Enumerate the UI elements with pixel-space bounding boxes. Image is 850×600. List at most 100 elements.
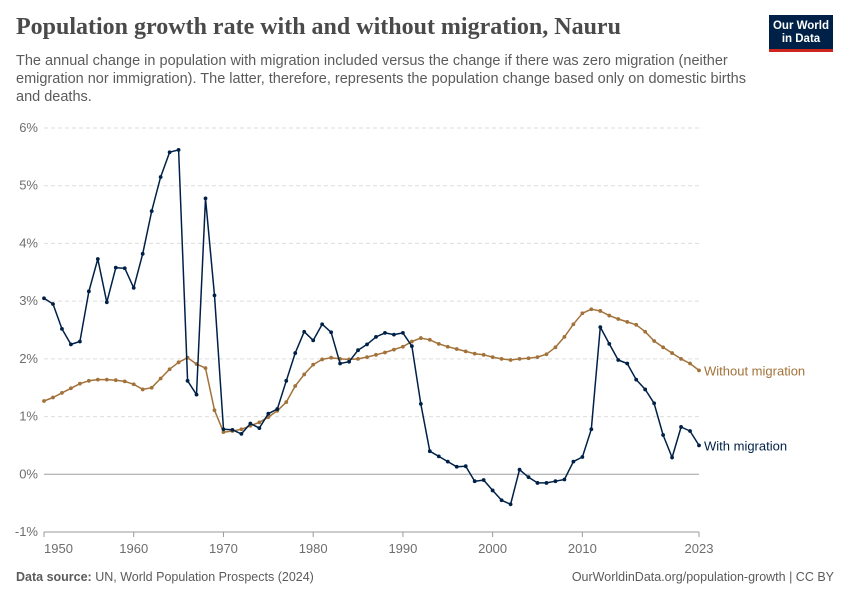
with-migration-point (553, 479, 558, 484)
source-link[interactable]: OurWorldinData.org/population-growth | C… (571, 570, 834, 584)
without-migration-point (77, 381, 82, 386)
with-migration-point (221, 427, 226, 432)
x-axis: 1950 1960 1970 1980 1990 2000 2010 2023 (43, 531, 714, 556)
with-migration-point (203, 196, 208, 201)
without-migration-point (140, 387, 145, 392)
without-migration-point (616, 317, 621, 321)
without-migration-point (42, 399, 46, 403)
with-migration-point (392, 332, 396, 337)
y-tick-label: 4% (19, 235, 38, 250)
without-migration-point (670, 351, 674, 355)
logo-line-2: in Data (781, 33, 821, 45)
without-migration-point (553, 345, 558, 350)
with-migration-point (697, 443, 701, 448)
with-migration-point (661, 433, 666, 437)
with-migration-point (409, 344, 414, 349)
with-migration-point (580, 455, 585, 459)
with-migration-point (149, 209, 154, 214)
without-migration-point (688, 361, 692, 366)
without-migration-point (69, 386, 73, 391)
data-source-label: Data source: (16, 570, 92, 584)
with-migration-point (257, 426, 262, 431)
with-migration-point (418, 401, 423, 406)
y-tick-label: 5% (19, 178, 38, 193)
with-migration-point (212, 293, 217, 298)
without-migration-point (356, 356, 360, 361)
with-migration-point (51, 302, 55, 306)
without-migration-point (392, 347, 396, 352)
y-tick-label: 2% (19, 351, 38, 366)
with-migration-point (508, 502, 513, 507)
with-migration-point (374, 335, 378, 339)
without-migration-point (212, 408, 217, 413)
without-migration-point (508, 358, 513, 362)
with-migration-point (185, 378, 190, 383)
with-migration-point (113, 265, 118, 270)
without-migration-point (589, 307, 594, 312)
with-migration-point (266, 411, 271, 416)
with-migration-point (140, 251, 145, 256)
logo-line-1: Our World (772, 20, 829, 32)
x-tick-label: 1960 (119, 541, 148, 556)
y-tick-label: 3% (19, 293, 38, 308)
without-migration-point (472, 351, 477, 356)
with-migration-point (329, 330, 334, 335)
without-migration-point (365, 355, 369, 360)
with-migration-point (347, 359, 351, 364)
with-migration-point (293, 351, 298, 355)
y-tick-label: 6% (19, 120, 38, 135)
with-migration-point (401, 330, 405, 335)
with-migration-point (275, 407, 280, 411)
with-migration-point (365, 342, 369, 347)
with-migration-point (176, 148, 181, 152)
with-migration-point (643, 387, 648, 392)
without-migration-point (454, 347, 459, 351)
without-migration-point (490, 355, 495, 360)
with-migration-point (69, 342, 73, 347)
with-migration-point (598, 325, 603, 330)
with-migration-point (86, 289, 91, 294)
without-migration-point (302, 372, 307, 377)
with-migration-point (490, 488, 495, 493)
without-migration-point (401, 344, 405, 349)
chart-title: Population growth rate with and without … (16, 14, 621, 40)
without-migration-point (176, 360, 181, 365)
without-migration-point (598, 309, 603, 313)
without-migration-point (51, 395, 55, 400)
without-migration-point (221, 430, 226, 435)
without-migration-point (122, 379, 127, 384)
with-migration-point (472, 479, 477, 484)
with-migration-point (571, 459, 576, 464)
without-migration-point (643, 329, 648, 334)
with-migration-point (481, 478, 486, 482)
without-migration-point (167, 367, 172, 372)
x-tick-label: 2023 (685, 541, 714, 556)
without-migration-point (427, 337, 432, 342)
with-migration-point (562, 477, 567, 482)
without-migration-point (517, 356, 522, 361)
without-migration-point (104, 377, 109, 382)
x-tick-label: 1970 (209, 541, 238, 556)
with-migration-point (131, 285, 136, 290)
with-migration-point (670, 455, 674, 460)
with-migration-point (320, 322, 325, 327)
with-migration-point (95, 257, 100, 261)
without-migration-point (203, 366, 208, 370)
x-tick-label: 1990 (388, 541, 417, 556)
without-migration-point (113, 378, 118, 383)
with-migration-point (544, 481, 549, 485)
with-migration-point (427, 449, 432, 454)
without-migration-point (607, 313, 612, 318)
with-migration-point (302, 329, 307, 334)
with-migration-point (652, 401, 657, 406)
without-migration-point (329, 355, 334, 360)
owid-logo[interactable]: Our World in Data (769, 15, 833, 52)
x-tick-label: 1950 (44, 541, 73, 556)
x-tick-label: 1980 (299, 541, 328, 556)
with-migration-point (77, 339, 82, 344)
without-migration-point (436, 341, 441, 346)
data-source: Data source: UN, World Population Prospe… (16, 570, 314, 584)
with-migration-point (454, 464, 459, 469)
with-migration-point (60, 326, 64, 331)
